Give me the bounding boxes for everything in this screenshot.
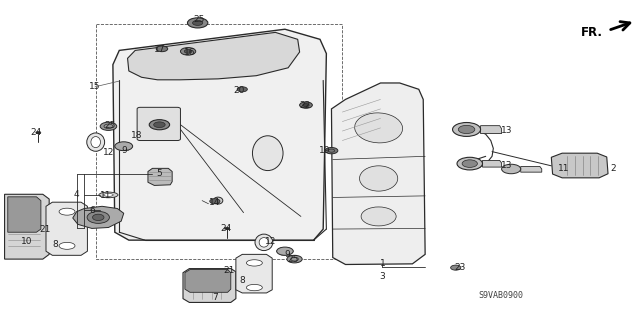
Circle shape [237,87,247,92]
Ellipse shape [246,285,262,291]
Circle shape [115,142,132,151]
Circle shape [452,122,481,137]
Circle shape [100,122,116,130]
Circle shape [287,255,302,263]
Polygon shape [481,126,502,134]
Text: 8: 8 [239,276,245,285]
Text: 12: 12 [103,148,114,157]
Text: 11: 11 [557,165,569,174]
Circle shape [502,164,521,174]
Circle shape [451,265,461,270]
Text: 6: 6 [89,206,95,215]
Ellipse shape [59,242,75,249]
Polygon shape [46,202,88,255]
Polygon shape [521,167,541,172]
Circle shape [36,131,41,134]
Text: FR.: FR. [581,26,603,39]
Circle shape [180,48,196,55]
Text: 13: 13 [501,161,513,170]
Circle shape [458,125,475,134]
Circle shape [149,120,170,130]
Text: 17: 17 [154,45,166,54]
Circle shape [325,147,338,154]
Text: 25: 25 [193,15,205,24]
Ellipse shape [213,197,223,204]
Ellipse shape [259,238,269,247]
Text: 12: 12 [264,237,276,246]
Polygon shape [332,83,425,264]
Text: 7: 7 [212,293,218,301]
Ellipse shape [355,113,403,143]
Circle shape [225,227,230,230]
Ellipse shape [87,211,109,223]
Text: 2: 2 [611,165,616,174]
Ellipse shape [255,234,273,250]
Circle shape [188,18,208,28]
Circle shape [154,122,165,128]
Text: 25: 25 [105,121,116,130]
Ellipse shape [93,214,104,220]
Text: 13: 13 [501,126,513,135]
Circle shape [210,199,220,204]
Text: 3: 3 [380,272,385,281]
Text: 8: 8 [52,241,58,249]
Text: 5: 5 [156,169,162,178]
Ellipse shape [252,136,283,171]
Text: 22: 22 [300,101,311,110]
Text: 24: 24 [31,128,42,137]
Text: 19: 19 [319,145,331,154]
Polygon shape [483,160,502,167]
Text: 24: 24 [220,224,231,233]
Ellipse shape [91,137,100,148]
Ellipse shape [104,194,113,196]
Text: 15: 15 [90,82,101,91]
Ellipse shape [59,208,75,215]
Ellipse shape [99,192,118,198]
Text: 23: 23 [454,263,466,271]
Circle shape [184,49,192,53]
Polygon shape [551,153,608,178]
FancyBboxPatch shape [137,107,180,141]
Text: 9: 9 [284,250,290,259]
Circle shape [303,104,309,107]
Polygon shape [8,197,41,232]
Text: 21: 21 [39,225,51,234]
Polygon shape [183,269,236,302]
Text: 25: 25 [287,255,298,263]
Text: 21: 21 [224,266,236,275]
Polygon shape [113,29,326,240]
Text: 20: 20 [234,86,244,95]
Polygon shape [73,206,124,228]
Text: 10: 10 [21,237,33,246]
Circle shape [300,102,312,108]
Circle shape [193,20,203,26]
Polygon shape [4,194,49,259]
Text: 11: 11 [99,191,111,200]
Polygon shape [185,270,231,292]
Circle shape [457,157,483,170]
Text: 14: 14 [209,198,221,207]
Circle shape [276,247,293,255]
Text: 1: 1 [380,259,385,268]
Circle shape [462,160,477,167]
Text: 16: 16 [184,48,196,57]
Polygon shape [148,168,172,185]
Ellipse shape [361,207,396,226]
Polygon shape [127,33,300,80]
Polygon shape [236,254,272,293]
Ellipse shape [246,260,262,266]
Text: 4: 4 [74,190,79,199]
Text: S9VAB0900: S9VAB0900 [478,291,523,300]
Ellipse shape [360,166,397,191]
Text: 9: 9 [122,145,127,154]
Bar [96,24,342,259]
Circle shape [156,46,168,52]
Text: 18: 18 [131,131,143,140]
Ellipse shape [87,133,104,151]
